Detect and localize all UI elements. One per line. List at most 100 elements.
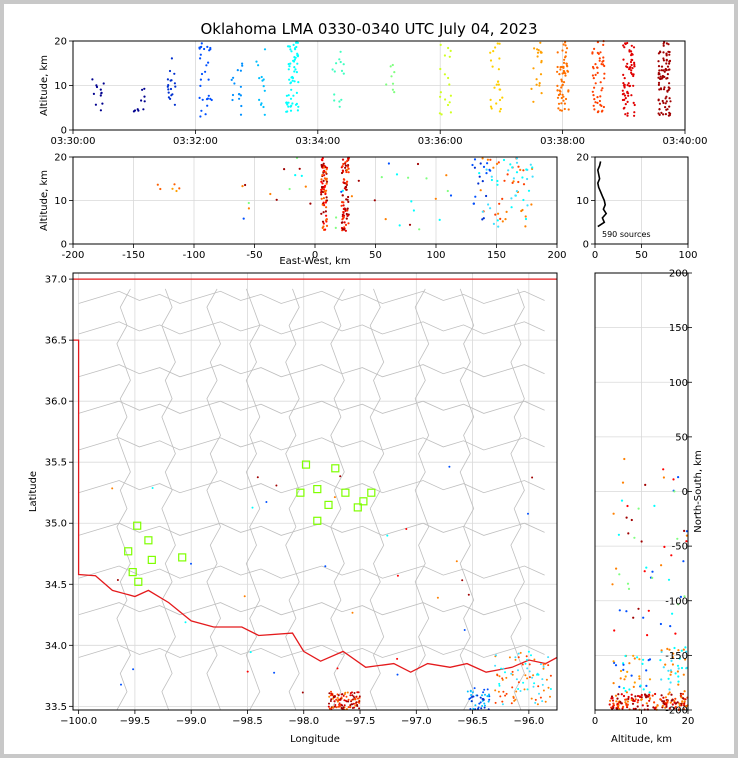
source-point xyxy=(331,693,334,696)
source-point xyxy=(99,94,102,97)
county-line xyxy=(78,400,545,414)
source-point xyxy=(593,108,596,111)
source-point xyxy=(564,41,567,44)
source-point xyxy=(263,113,266,116)
source-point xyxy=(622,44,625,47)
source-point xyxy=(320,185,324,189)
source-point xyxy=(476,694,479,697)
source-point xyxy=(486,162,489,165)
station-marker xyxy=(359,497,368,506)
source-point xyxy=(511,686,514,689)
source-point xyxy=(351,691,353,694)
source-point xyxy=(391,88,394,91)
source-point xyxy=(269,192,272,196)
source-point xyxy=(565,64,569,67)
source-point xyxy=(434,197,437,200)
source-point xyxy=(471,691,474,694)
source-point xyxy=(346,168,349,171)
x-tick-label: −96.5 xyxy=(457,716,488,727)
source-point xyxy=(556,65,559,69)
source-point xyxy=(535,78,538,81)
source-point xyxy=(680,696,683,699)
source-point xyxy=(328,692,331,695)
source-point xyxy=(500,667,503,670)
source-point xyxy=(670,659,673,663)
source-point xyxy=(470,694,473,696)
source-point xyxy=(630,44,633,47)
source-point xyxy=(507,169,510,172)
source-point xyxy=(345,217,348,220)
source-point xyxy=(351,707,354,709)
source-point xyxy=(320,178,323,181)
source-point xyxy=(658,88,661,91)
source-point xyxy=(526,667,529,670)
source-point xyxy=(630,69,633,72)
source-point xyxy=(684,698,687,701)
source-point xyxy=(658,72,661,76)
source-point xyxy=(632,707,635,710)
source-point xyxy=(502,690,505,693)
source-point xyxy=(320,212,323,215)
source-point xyxy=(469,697,472,700)
source-point xyxy=(634,695,637,698)
source-point xyxy=(630,52,633,55)
source-point xyxy=(322,211,325,214)
source-point xyxy=(639,695,642,699)
source-point xyxy=(508,656,511,659)
source-point xyxy=(448,101,451,104)
source-point xyxy=(624,42,627,45)
source-point xyxy=(296,109,299,112)
source-point xyxy=(644,483,647,486)
source-point xyxy=(336,696,339,699)
source-point xyxy=(342,211,345,214)
source-point xyxy=(169,87,173,91)
plan-view-points xyxy=(111,465,552,710)
source-point xyxy=(167,88,170,91)
source-point xyxy=(662,59,666,62)
source-point xyxy=(632,101,635,104)
source-point xyxy=(659,698,662,701)
source-point xyxy=(651,570,654,573)
source-point xyxy=(671,656,675,659)
source-point xyxy=(619,669,623,673)
source-point xyxy=(496,674,499,677)
source-point xyxy=(682,560,685,563)
source-point xyxy=(140,99,143,102)
source-point xyxy=(668,62,671,65)
source-point xyxy=(511,166,514,169)
source-point xyxy=(521,663,524,666)
source-point xyxy=(322,222,325,225)
source-point xyxy=(519,690,522,692)
source-point xyxy=(674,672,677,675)
source-point xyxy=(328,695,331,698)
station-marker xyxy=(147,555,156,565)
source-point xyxy=(169,97,172,100)
source-point xyxy=(352,695,355,698)
source-point xyxy=(289,82,292,85)
source-point xyxy=(662,69,665,72)
source-point xyxy=(238,97,241,100)
source-point xyxy=(612,512,615,515)
source-point xyxy=(591,90,594,93)
source-point xyxy=(615,700,618,703)
county-line xyxy=(78,364,545,378)
source-point xyxy=(628,68,631,71)
source-point xyxy=(680,666,684,670)
source-point xyxy=(471,163,474,167)
station-marker xyxy=(134,577,143,586)
source-point xyxy=(501,703,504,706)
source-point xyxy=(679,692,683,695)
source-point xyxy=(416,162,420,166)
x-tick-label: −99.5 xyxy=(120,716,151,727)
source-point xyxy=(630,518,633,522)
source-point xyxy=(633,681,636,684)
source-point xyxy=(524,674,527,677)
source-point xyxy=(519,651,522,654)
source-point xyxy=(602,105,606,109)
source-point xyxy=(495,654,497,657)
x-tick-label: 20 xyxy=(682,716,695,727)
source-point xyxy=(657,112,660,115)
source-point xyxy=(477,707,479,710)
x-tick-label: −100.0 xyxy=(60,716,97,727)
source-point xyxy=(666,701,669,704)
